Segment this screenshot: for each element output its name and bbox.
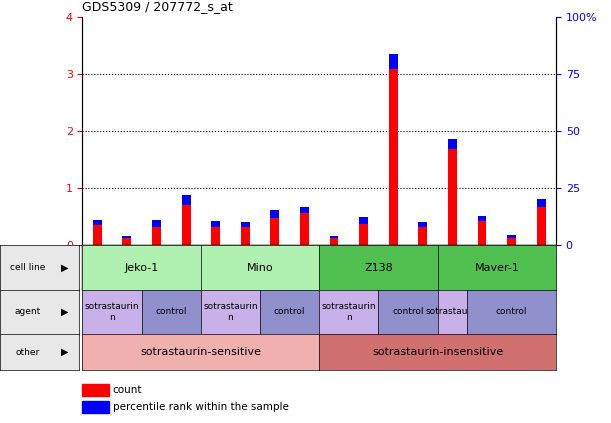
Text: sotrastaurin
n: sotrastaurin n: [321, 302, 376, 321]
Bar: [448, 149, 457, 245]
Text: sotrastaurin-insensitive: sotrastaurin-insensitive: [372, 347, 503, 357]
Bar: [507, 239, 516, 245]
Bar: [181, 206, 191, 245]
Bar: [82, 401, 109, 413]
Bar: [389, 54, 398, 69]
Text: ▶: ▶: [61, 263, 69, 272]
Text: Mino: Mino: [247, 263, 273, 272]
Text: ▶: ▶: [61, 307, 69, 317]
Text: GDS5309 / 207772_s_at: GDS5309 / 207772_s_at: [82, 0, 233, 13]
Text: sotrastaurin
n: sotrastaurin n: [203, 302, 258, 321]
Bar: [537, 207, 546, 245]
Bar: [419, 227, 427, 245]
Bar: [448, 139, 457, 149]
Bar: [329, 236, 338, 239]
Bar: [359, 217, 368, 224]
Bar: [211, 221, 220, 227]
Text: cell line: cell line: [10, 263, 45, 272]
Bar: [122, 236, 131, 239]
Text: agent: agent: [15, 308, 41, 316]
Bar: [241, 222, 250, 227]
Text: count: count: [113, 385, 142, 395]
Text: control: control: [274, 308, 306, 316]
Bar: [181, 195, 191, 206]
Text: ▶: ▶: [61, 347, 69, 357]
Bar: [419, 222, 427, 227]
Bar: [152, 220, 161, 227]
Bar: [478, 216, 486, 221]
Bar: [507, 235, 516, 239]
Text: control: control: [392, 308, 424, 316]
Bar: [93, 220, 101, 225]
Text: Jeko-1: Jeko-1: [125, 263, 159, 272]
Bar: [241, 227, 250, 245]
Text: sotrastaurin
n: sotrastaurin n: [85, 302, 139, 321]
Bar: [300, 213, 309, 245]
Text: percentile rank within the sample: percentile rank within the sample: [113, 402, 288, 412]
Text: control: control: [156, 308, 187, 316]
Text: Maver-1: Maver-1: [474, 263, 519, 272]
Bar: [537, 199, 546, 207]
Text: control: control: [496, 308, 527, 316]
Bar: [359, 224, 368, 245]
Bar: [389, 69, 398, 245]
Text: other: other: [16, 348, 40, 357]
Bar: [271, 210, 279, 218]
Text: sotrastaurin: sotrastaurin: [425, 308, 480, 316]
Bar: [300, 207, 309, 213]
Bar: [152, 227, 161, 245]
Bar: [478, 221, 486, 245]
Bar: [122, 239, 131, 245]
Bar: [271, 218, 279, 245]
Bar: [82, 384, 109, 396]
Text: Z138: Z138: [364, 263, 393, 272]
Bar: [93, 225, 101, 245]
Bar: [329, 239, 338, 245]
Bar: [211, 227, 220, 245]
Text: sotrastaurin-sensitive: sotrastaurin-sensitive: [141, 347, 262, 357]
